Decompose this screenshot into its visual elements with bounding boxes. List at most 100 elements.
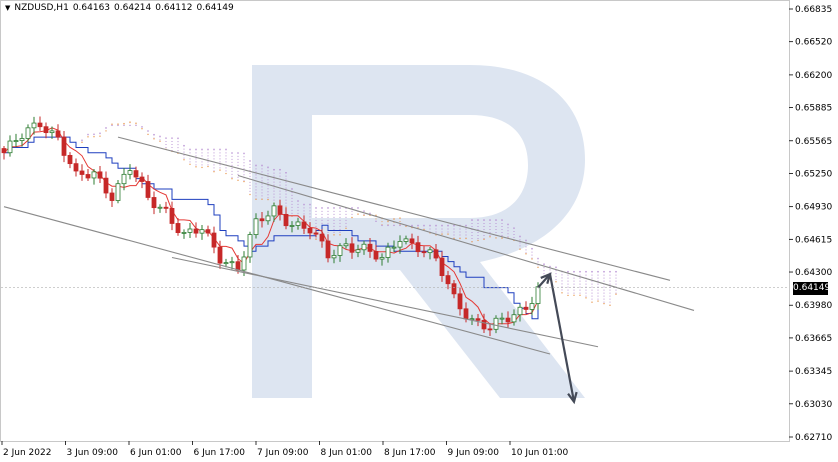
high-value: 0.64214 xyxy=(114,3,152,13)
senkou-a-point xyxy=(213,171,215,173)
senkou-b-point xyxy=(423,224,425,227)
senkou-a-point xyxy=(609,304,611,307)
senkou-a-point xyxy=(111,123,113,125)
senkou-a-point xyxy=(249,193,251,196)
y-tick-label: 0.63980 xyxy=(795,301,832,311)
y-tick-label: 0.64930 xyxy=(795,203,832,213)
x-tick-label: 2 Jun 2022 xyxy=(3,448,51,458)
candle-body xyxy=(319,233,325,242)
senkou-a-point xyxy=(555,281,557,283)
candle-body xyxy=(481,319,487,330)
candle-body xyxy=(91,171,97,179)
candle-body xyxy=(151,197,157,209)
x-tick-label: 10 Jun 01:00 xyxy=(511,448,568,458)
candle-body xyxy=(451,283,457,295)
candle-body xyxy=(127,170,133,175)
candle-body xyxy=(391,246,397,249)
senkou-b-point xyxy=(585,270,587,273)
candle-body xyxy=(421,251,427,254)
senkou-a-point xyxy=(591,301,593,303)
candle-body xyxy=(457,293,463,310)
senkou-a-point xyxy=(159,140,161,142)
candle-body xyxy=(523,306,529,310)
senkou-a-point xyxy=(387,220,389,222)
senkou-a-point xyxy=(237,179,239,181)
x-tick-label: 3 Jun 09:00 xyxy=(67,448,119,458)
senkou-b-point xyxy=(327,207,329,209)
senkou-b-point xyxy=(123,124,125,127)
open-value: 0.64163 xyxy=(72,3,111,13)
candle-body xyxy=(355,249,361,253)
senkou-b-point xyxy=(129,124,131,127)
senkou-b-point xyxy=(237,152,239,154)
candle-body xyxy=(13,140,19,142)
senkou-b-point xyxy=(513,227,515,229)
senkou-a-point xyxy=(141,128,143,130)
y-tick-label: 0.65250 xyxy=(795,169,832,179)
senkou-a-point xyxy=(597,300,599,302)
senkou-b-point xyxy=(255,164,257,167)
senkou-a-point xyxy=(489,236,491,238)
senkou-a-point xyxy=(573,294,575,297)
senkou-a-point xyxy=(153,138,155,140)
kijun-line xyxy=(4,136,539,320)
candle-body xyxy=(331,255,337,259)
senkou-a-point xyxy=(147,133,149,136)
candle-body xyxy=(67,155,73,165)
senkou-b-point xyxy=(201,148,203,151)
candle-body xyxy=(337,245,343,256)
senkou-a-point xyxy=(393,218,395,220)
senkou-b-point xyxy=(555,266,557,268)
senkou-b-point xyxy=(549,265,551,268)
candle-body xyxy=(31,122,37,129)
candle-body xyxy=(463,308,469,320)
senkou-a-point xyxy=(537,266,539,269)
senkou-a-point xyxy=(345,227,347,230)
senkou-b-point xyxy=(285,171,287,174)
senkou-a-point xyxy=(135,122,137,124)
candle-body xyxy=(343,243,349,247)
senkou-a-point xyxy=(561,292,563,294)
senkou-b-point xyxy=(333,207,335,209)
senkou-a-point xyxy=(231,177,233,180)
candle-body xyxy=(271,205,277,217)
senkou-b-point xyxy=(165,137,167,139)
candle-body xyxy=(283,213,289,227)
senkou-a-point xyxy=(405,225,407,228)
senkou-b-point xyxy=(99,132,101,134)
x-tick-label: 8 Jun 01:00 xyxy=(321,448,373,458)
senkou-a-point xyxy=(579,294,581,296)
candle-body xyxy=(199,229,205,234)
senkou-b-point xyxy=(369,212,371,214)
senkou-b-point xyxy=(147,130,149,132)
candle-body xyxy=(181,232,187,234)
senkou-b-point xyxy=(381,224,383,227)
y-tick-label: 0.66200 xyxy=(795,71,832,81)
senkou-b-point xyxy=(195,148,197,151)
candle-body xyxy=(115,183,121,201)
senkou-a-point xyxy=(105,130,107,132)
y-tick-label: 0.62710 xyxy=(795,433,832,443)
senkou-a-point xyxy=(243,180,245,183)
y-tick-label: 0.63030 xyxy=(795,400,832,410)
senkou-b-point xyxy=(411,224,413,227)
senkou-b-point xyxy=(441,224,443,227)
candle-body xyxy=(1,148,7,154)
senkou-a-point xyxy=(183,159,185,161)
senkou-b-point xyxy=(471,219,473,221)
candle-body xyxy=(277,205,283,215)
senkou-b-point xyxy=(543,263,545,265)
candle-body xyxy=(385,246,391,258)
candle-body xyxy=(307,227,313,234)
y-tick-label: 0.66520 xyxy=(795,38,832,48)
senkou-b-point xyxy=(315,207,317,209)
senkou-a-point xyxy=(531,258,533,260)
x-tick-label: 9 Jun 09:00 xyxy=(448,448,500,458)
senkou-b-point xyxy=(387,224,389,227)
senkou-b-point xyxy=(519,235,521,238)
senkou-a-point xyxy=(603,302,605,305)
senkou-a-point xyxy=(477,239,479,242)
candle-body xyxy=(145,181,151,198)
trend-line xyxy=(3,206,551,355)
